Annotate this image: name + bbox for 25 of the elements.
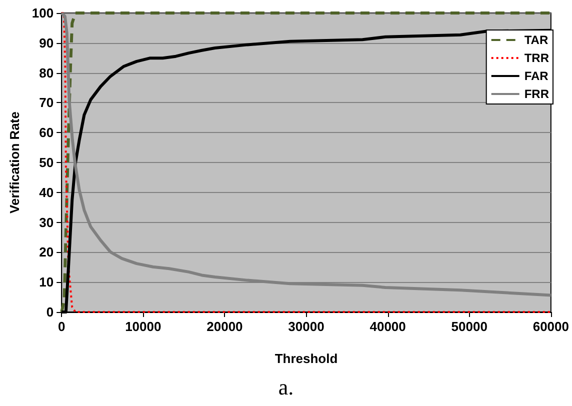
text: a. [278, 374, 294, 400]
x-tick-label: 20000 [206, 319, 243, 334]
x-tick-label: 40000 [370, 319, 406, 334]
y-tick-label: 90 [39, 35, 54, 50]
y-tick-label: 30 [39, 214, 54, 230]
x-tick-label: 50000 [451, 319, 488, 334]
y-tick-label: 60 [39, 125, 54, 140]
x-axis-title: Threshold [274, 351, 338, 366]
x-tick-label: 10000 [125, 319, 162, 334]
y-tick-label: 40 [39, 184, 54, 200]
legend-label: FRR [524, 87, 550, 101]
y-tick-label: 20 [39, 244, 54, 260]
y-axis-title: Verification Rate [7, 112, 22, 214]
x-tick-label: 30000 [288, 319, 324, 334]
y-tick-label: 50 [39, 155, 54, 170]
y-tick-label: 10 [39, 274, 54, 290]
legend-label: TRR [524, 51, 550, 65]
y-tick-label: 70 [39, 95, 54, 110]
legend-label: TAR [524, 33, 548, 47]
y-tick-label: 100 [32, 6, 54, 20]
y-tick-label: 80 [39, 65, 54, 80]
x-tick-label: 0 [58, 319, 66, 334]
x-tick-label: 60000 [532, 319, 570, 334]
legend-label: FAR [524, 69, 549, 83]
y-tick-label: 0 [46, 304, 54, 320]
